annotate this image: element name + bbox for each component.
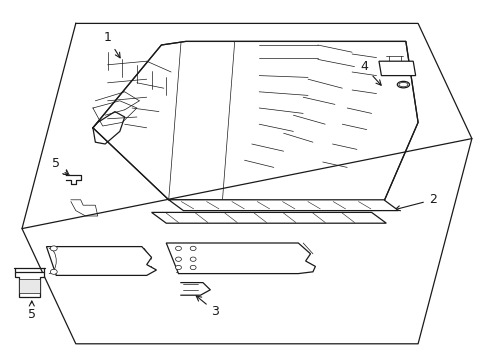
Circle shape	[190, 265, 196, 270]
Ellipse shape	[396, 81, 409, 88]
Polygon shape	[15, 272, 44, 297]
Polygon shape	[378, 61, 415, 76]
Text: 1: 1	[103, 31, 120, 58]
Circle shape	[190, 246, 196, 251]
Polygon shape	[166, 243, 315, 274]
Polygon shape	[19, 279, 40, 293]
Circle shape	[190, 257, 196, 261]
Text: 3: 3	[196, 296, 219, 318]
Text: 2: 2	[394, 193, 436, 211]
Text: 5: 5	[28, 301, 36, 321]
Circle shape	[175, 265, 181, 270]
Circle shape	[175, 246, 181, 251]
Polygon shape	[93, 41, 417, 202]
Polygon shape	[168, 200, 398, 211]
Text: 5: 5	[52, 157, 68, 175]
Ellipse shape	[398, 82, 407, 87]
Polygon shape	[46, 247, 156, 275]
Text: 4: 4	[360, 60, 380, 85]
Circle shape	[175, 257, 181, 261]
Polygon shape	[151, 212, 386, 223]
Circle shape	[50, 246, 57, 251]
Circle shape	[50, 269, 57, 274]
